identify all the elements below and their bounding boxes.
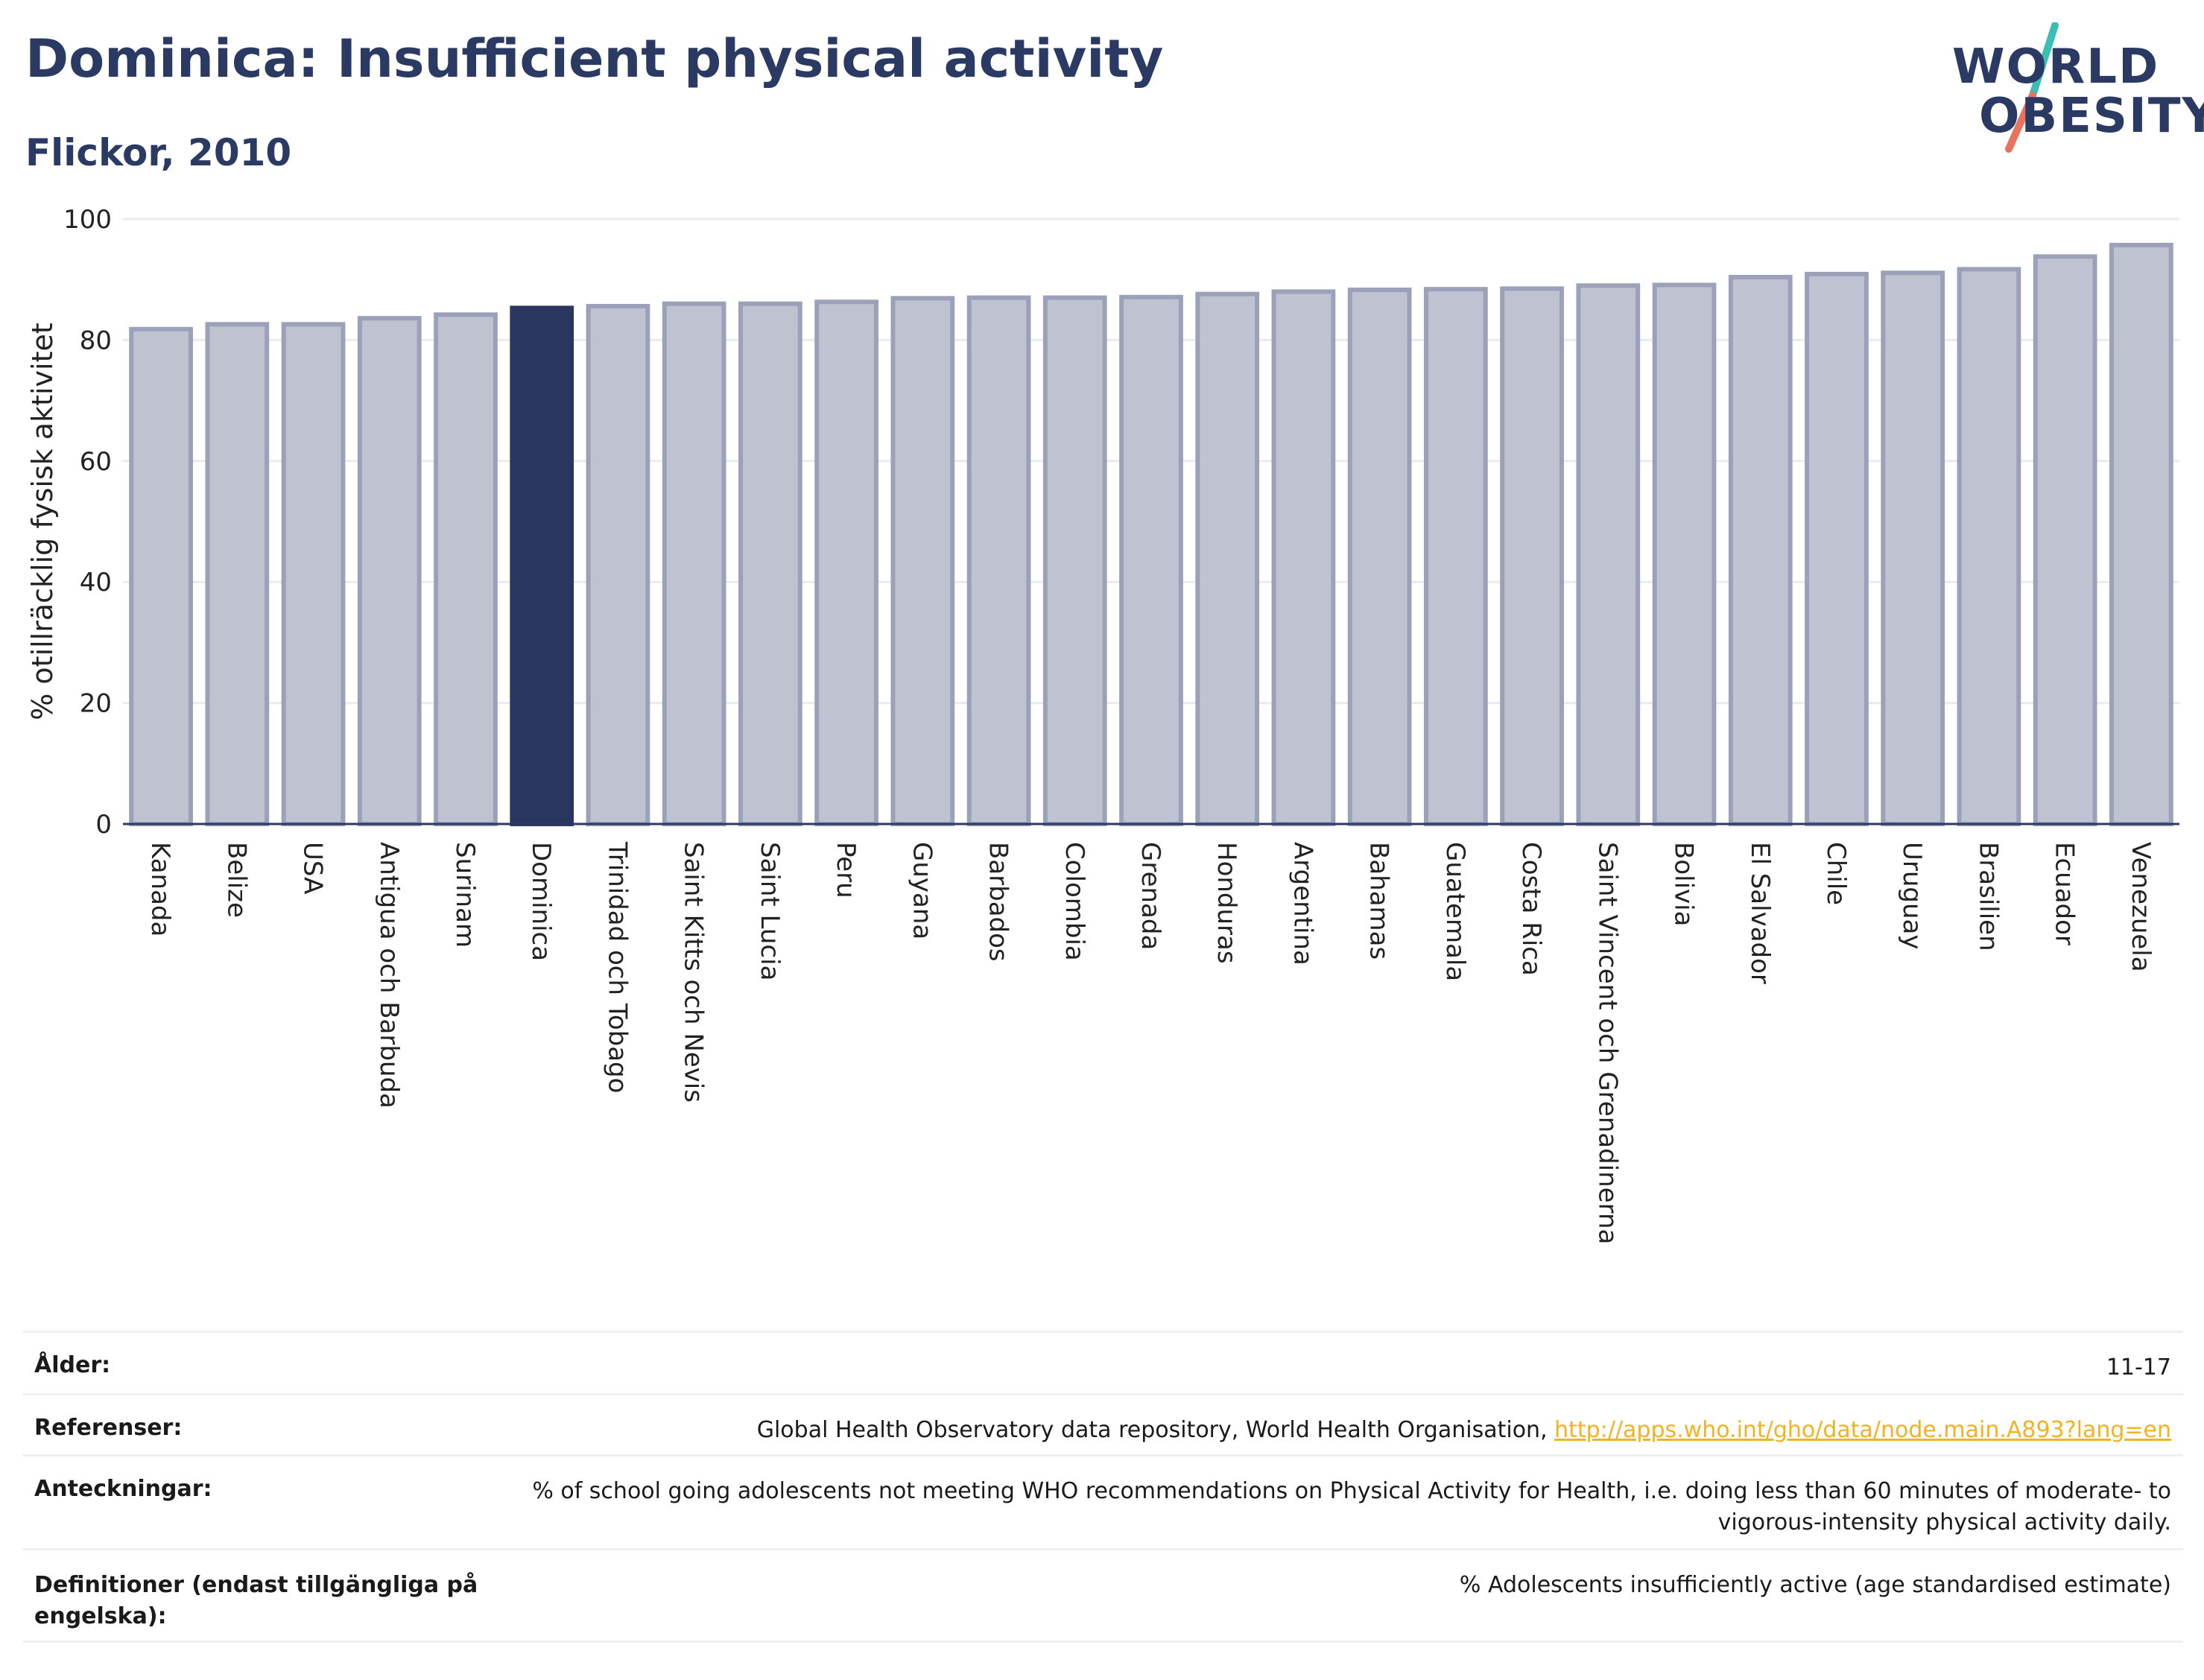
x-tick-label-argentina: Argentina	[1288, 842, 1317, 966]
y-tick-label-3: 60	[80, 447, 112, 477]
x-tick-label-dominica: Dominica	[526, 842, 556, 961]
meta-value-references: Global Health Observatory data repositor…	[496, 1393, 2183, 1456]
bar-bolivia	[1652, 282, 1717, 826]
bar-peru	[814, 299, 878, 826]
logo-line-obesity: OBESITY	[1979, 89, 2204, 144]
y-tick-label-5: 100	[63, 205, 112, 235]
bar-surinam	[434, 312, 498, 826]
x-tick-label-bolivia: Bolivia	[1669, 842, 1699, 926]
bar-belize	[205, 322, 270, 826]
y-tick-label-1: 20	[80, 689, 112, 719]
bar-el-salvador	[1728, 274, 1793, 826]
x-tick-label-saint-vincent-och-grenadinerna: Saint Vincent och Grenadinerna	[1592, 842, 1622, 1244]
bar-grenada	[1119, 294, 1183, 827]
logo-slash-icon	[2005, 22, 2059, 153]
x-tick-label-brasilien: Brasilien	[1973, 842, 2003, 951]
x-tick-label-surinam: Surinam	[450, 842, 480, 948]
x-tick-label-honduras: Honduras	[1212, 842, 1241, 964]
bar-colombia	[1042, 295, 1107, 826]
x-tick-label-usa: USA	[298, 842, 328, 894]
meta-row-references: Referenser: Global Health Observatory da…	[22, 1393, 2183, 1456]
bar-honduras	[1195, 291, 1260, 827]
y-tick-labels: 0 20 40 60 80 100	[63, 205, 112, 840]
x-tick-label-peru: Peru	[831, 842, 861, 898]
x-tick-label-bahamas: Bahamas	[1364, 842, 1394, 960]
bar-argentina	[1271, 289, 1336, 826]
logo-slash-bottom	[2005, 92, 2036, 153]
bar-dominica	[510, 305, 574, 826]
bar-trinidad-och-tobago	[586, 303, 650, 827]
bar-antigua-och-barbuda	[357, 316, 422, 826]
bar-guyana	[890, 296, 955, 826]
bar-usa	[281, 322, 346, 826]
bar-kanada	[129, 326, 193, 826]
meta-label-notes: Anteckningar:	[22, 1454, 496, 1550]
bar-barbados	[966, 295, 1031, 826]
metadata-table: Ålder: 11-17 Referenser: Global Health O…	[22, 1331, 2183, 1643]
meta-label-references: Referenser:	[22, 1393, 496, 1456]
x-tick-label-guyana: Guyana	[907, 842, 937, 939]
logo-slash-top	[2029, 22, 2059, 99]
bar-ecuador	[2033, 254, 2097, 827]
meta-label-age: Ålder:	[22, 1331, 496, 1395]
bar-uruguay	[1881, 270, 1945, 826]
x-tick-label-trinidad-och-tobago: Trinidad och Tobago	[602, 841, 632, 1093]
x-tick-label-el-salvador: El Salvador	[1745, 842, 1775, 984]
meta-value-definitions: % Adolescents insufficiently active (age…	[496, 1548, 2183, 1643]
x-tick-labels: Kanada Belize USA Antigua och Barbuda Surina…	[145, 841, 2156, 1244]
x-tick-label-guatemala: Guatemala	[1440, 842, 1470, 981]
bar-bahamas	[1347, 288, 1412, 826]
x-tick-label-saint-kitts-och-nevis: Saint Kitts och Nevis	[679, 842, 709, 1103]
bar-chile	[1805, 271, 1869, 826]
logo-line-world: WORLD	[1952, 39, 2160, 95]
x-tick-label-colombia: Colombia	[1060, 842, 1089, 961]
x-tick-label-grenada: Grenada	[1136, 842, 1165, 950]
y-axis-label: % otillräcklig fysisk aktivitet	[26, 323, 59, 720]
x-tick-label-saint-lucia: Saint Lucia	[755, 842, 785, 980]
y-tick-label-0: 0	[95, 810, 112, 840]
x-tick-label-costa-rica: Costa Rica	[1516, 842, 1546, 976]
bar-saint-vincent-och-grenadinerna	[1576, 283, 1641, 826]
bar-venezuela	[2109, 242, 2173, 826]
x-tick-label-antigua-och-barbuda: Antigua och Barbuda	[374, 842, 404, 1109]
y-tick-label-2: 40	[80, 568, 112, 597]
world-obesity-logo: WORLD OBESITY	[1945, 22, 2204, 156]
meta-value-age: 11-17	[496, 1331, 2183, 1395]
bar-saint-kitts-och-nevis	[662, 301, 726, 826]
bar-guatemala	[1424, 287, 1488, 826]
x-tick-label-ecuador: Ecuador	[2050, 842, 2080, 945]
reference-source-text: Global Health Observatory data repositor…	[756, 1417, 1555, 1443]
x-tick-label-chile: Chile	[1821, 842, 1851, 905]
x-tick-label-venezuela: Venezuela	[2126, 842, 2156, 972]
meta-row-age: Ålder: 11-17	[22, 1331, 2183, 1395]
bar-saint-lucia	[738, 301, 802, 826]
y-tick-label-4: 80	[80, 326, 112, 355]
bar-chart: 0 20 40 60 80 100 Kanada Belize USA Antigua och …	[26, 205, 2179, 1244]
chart-title: Dominica: Insufficient physical activity	[25, 28, 1164, 89]
meta-row-notes: Anteckningar: % of school going adolesce…	[22, 1454, 2183, 1550]
reference-link[interactable]: http://apps.who.int/gho/data/node.main.A…	[1554, 1417, 2171, 1443]
meta-row-definitions: Definitioner (endast tillgängliga på eng…	[22, 1548, 2183, 1643]
meta-label-definitions: Definitioner (endast tillgängliga på eng…	[22, 1548, 496, 1643]
bar-costa-rica	[1500, 286, 1564, 826]
chart-subtitle: Flickor, 2010	[25, 131, 292, 174]
bar-brasilien	[1957, 267, 2021, 826]
meta-value-notes: % of school going adolescents not meetin…	[496, 1454, 2183, 1550]
bars	[129, 242, 2173, 827]
x-tick-label-belize: Belize	[221, 842, 251, 918]
x-tick-label-barbados: Barbados	[984, 842, 1013, 962]
x-tick-label-uruguay: Uruguay	[1897, 842, 1927, 950]
x-tick-label-kanada: Kanada	[145, 842, 175, 936]
